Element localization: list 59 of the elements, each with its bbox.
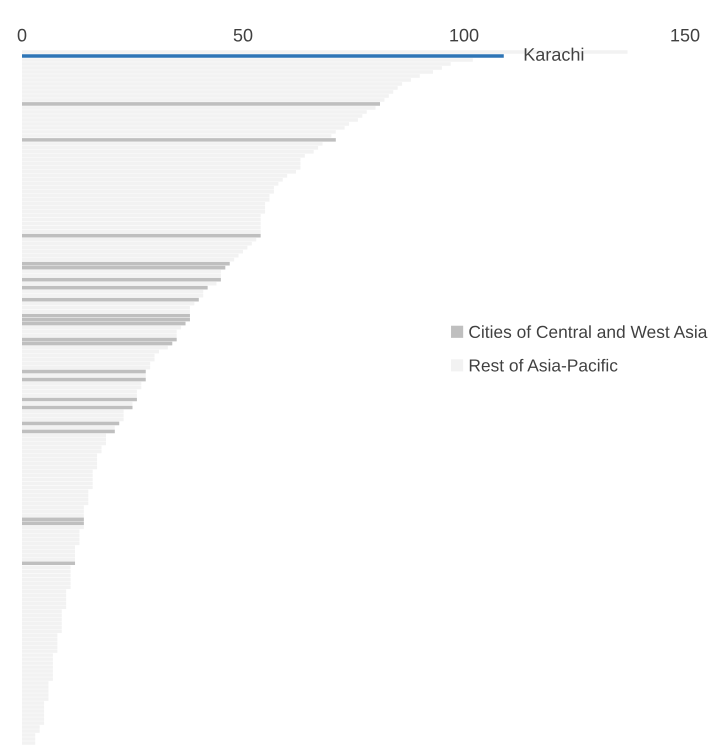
bar — [22, 322, 186, 326]
legend-label: Cities of Central and West Asia — [469, 325, 708, 338]
x-tick-label: 100 — [450, 28, 478, 42]
x-tick-label: 0 — [18, 28, 26, 42]
bar — [22, 326, 182, 330]
bar — [22, 374, 146, 378]
bar — [22, 378, 146, 382]
bar — [22, 142, 323, 146]
bar — [22, 406, 132, 410]
bar — [22, 557, 76, 562]
bar — [22, 106, 376, 110]
bar — [22, 286, 208, 290]
x-tick-label: 50 — [234, 28, 252, 42]
bar — [22, 234, 261, 238]
bar — [22, 370, 146, 374]
bar — [22, 526, 84, 530]
annotation: Karachi — [524, 48, 584, 61]
bar — [22, 266, 226, 270]
bar — [22, 230, 261, 234]
bar — [22, 282, 216, 286]
bar — [22, 394, 137, 398]
bar — [22, 565, 71, 570]
bar — [22, 561, 76, 566]
bar — [22, 138, 336, 142]
bar — [22, 418, 124, 422]
bar — [22, 270, 221, 274]
bar — [22, 314, 190, 318]
bar — [22, 318, 190, 322]
bar — [22, 102, 380, 106]
bar — [22, 258, 234, 262]
bar — [22, 274, 221, 278]
bar — [22, 298, 199, 302]
bar — [22, 262, 230, 266]
bar — [22, 342, 172, 346]
x-tick-label: 150 — [671, 28, 700, 42]
bar — [22, 310, 190, 314]
bar — [22, 290, 204, 294]
bar — [22, 54, 504, 58]
bar — [22, 338, 177, 342]
bar — [22, 366, 150, 370]
bar — [22, 434, 106, 438]
bar — [22, 382, 142, 386]
bar — [22, 334, 177, 338]
bar — [22, 518, 84, 522]
bar — [22, 514, 84, 518]
bar — [22, 238, 256, 242]
bar — [22, 422, 120, 426]
bar — [22, 426, 115, 430]
bar — [22, 278, 221, 282]
bar — [22, 430, 115, 434]
bar — [22, 302, 194, 306]
bar — [22, 398, 137, 402]
bar — [22, 522, 84, 526]
legend-label: Rest of Asia-Pacific — [470, 358, 618, 372]
bar — [22, 410, 124, 414]
bar — [22, 58, 473, 62]
bar — [22, 346, 168, 350]
bar — [22, 402, 132, 406]
bar — [22, 294, 204, 298]
